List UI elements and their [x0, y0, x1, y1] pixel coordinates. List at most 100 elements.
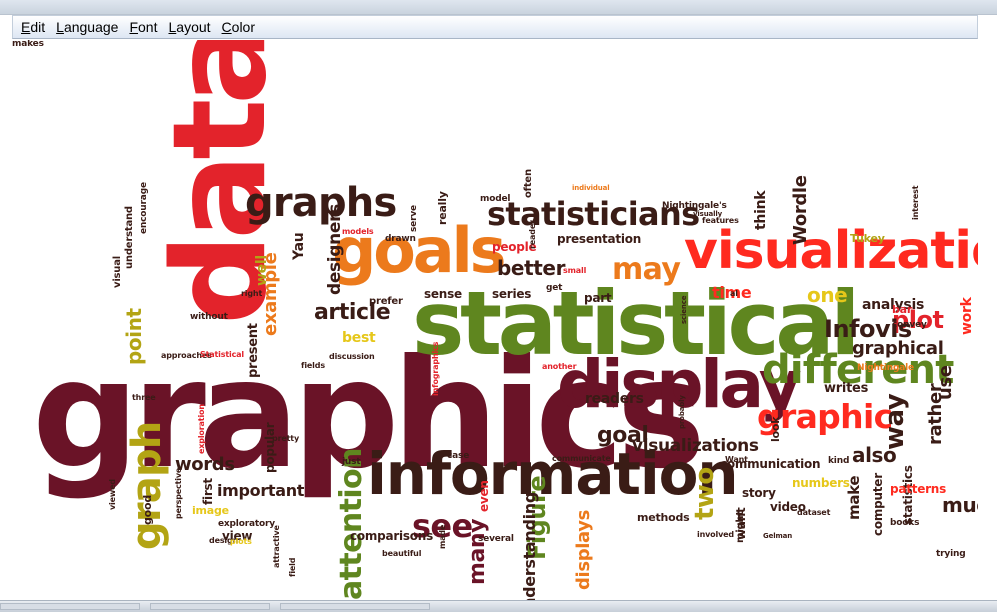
cloud-word: drawn: [385, 234, 416, 244]
cloud-word: Wordle: [790, 175, 811, 245]
cloud-word: statisticians: [487, 195, 700, 233]
cloud-word: attractive: [272, 525, 281, 568]
cloud-word: convey: [892, 320, 927, 330]
cloud-word: sense: [424, 287, 462, 301]
taskbar-segment: [150, 603, 270, 610]
cloud-word: good: [141, 495, 154, 525]
cloud-word: really: [436, 191, 449, 225]
cloud-word: Infovis: [824, 315, 912, 343]
cloud-word: better: [497, 256, 566, 280]
cloud-word: perspective: [174, 467, 183, 519]
cloud-word: numbers: [792, 476, 850, 490]
cloud-word: communication: [720, 457, 821, 471]
cloud-word: model: [480, 194, 511, 204]
cloud-word: prefer: [369, 296, 403, 307]
cloud-word: Gelman: [763, 532, 793, 540]
cloud-word: small: [563, 266, 587, 275]
cloud-word: writes: [824, 381, 869, 396]
cloud-word: first: [201, 478, 215, 505]
menu-color-mnemonic: C: [221, 19, 232, 35]
cloud-word: story: [742, 486, 776, 500]
cloud-word: probably: [678, 395, 686, 429]
cloud-word: computer: [871, 473, 885, 536]
menu-language[interactable]: Language: [56, 17, 118, 37]
window-frame-top: [0, 0, 997, 15]
cloud-word: graphics: [32, 328, 706, 502]
cloud-word: infographics: [431, 341, 440, 396]
window-frame-bottom: [0, 600, 997, 612]
cloud-word: work: [959, 297, 975, 335]
taskbar-segment: [0, 603, 140, 610]
cloud-word: patterns: [890, 482, 946, 496]
cloud-word: interest: [911, 185, 920, 220]
cloud-word: science: [680, 295, 688, 324]
cloud-word: books: [890, 518, 920, 528]
cloud-word: case: [447, 451, 470, 461]
cloud-word: think: [753, 190, 769, 230]
cloud-word: also: [852, 443, 897, 467]
menu-layout-mnemonic: L: [168, 19, 177, 35]
cloud-word: goals: [332, 214, 507, 287]
cloud-word: graphic: [757, 397, 893, 436]
cloud-word: graphs: [245, 180, 397, 226]
cloud-word: series: [492, 287, 532, 301]
cloud-word: way: [880, 393, 910, 450]
cloud-word: article: [314, 300, 391, 325]
cloud-word: just: [342, 457, 361, 467]
cloud-word: approaches: [161, 351, 212, 360]
cloud-word: time: [712, 283, 752, 302]
menu-color[interactable]: Color: [222, 17, 255, 37]
cloud-word: understanding: [520, 492, 539, 600]
menu-font-label: ont: [138, 19, 158, 35]
cloud-word: Statistical: [200, 350, 245, 359]
menu-edit[interactable]: Edit: [21, 17, 45, 37]
cloud-word: part: [584, 291, 612, 305]
menu-edit-label: dit: [30, 19, 46, 35]
menu-layout[interactable]: Layout: [168, 17, 210, 37]
cloud-word: Want: [725, 455, 748, 464]
cloud-word: individual: [572, 184, 610, 192]
cloud-word: involved: [697, 530, 734, 539]
cloud-word: different: [762, 347, 954, 393]
cloud-word: often: [523, 169, 534, 198]
cloud-word: people: [492, 240, 537, 254]
menu-font[interactable]: Font: [129, 17, 157, 37]
cloud-word: another: [542, 362, 577, 371]
cloud-word: serve: [409, 205, 419, 232]
cloud-word: may: [612, 252, 681, 287]
menu-color-label: olor: [231, 19, 256, 35]
cloud-word: even: [477, 480, 491, 512]
cloud-word: discussion: [329, 352, 375, 361]
cloud-word: display: [557, 346, 802, 423]
cloud-word: words: [175, 454, 235, 475]
cloud-word: graph: [124, 421, 170, 550]
cloud-word: exploratory: [218, 519, 275, 529]
cloud-word: important: [217, 481, 305, 500]
menu-bar: Edit Language Font Layout Color: [12, 15, 978, 39]
cloud-word: look: [769, 416, 782, 442]
menu-edit-mnemonic: E: [21, 19, 31, 35]
cloud-word: made: [438, 524, 447, 549]
cloud-word: reader: [528, 220, 537, 249]
cloud-word: fields: [301, 361, 325, 370]
cloud-word: beautiful: [382, 549, 422, 558]
cloud-word: well: [254, 255, 270, 286]
cloud-word: plots: [230, 537, 252, 546]
cloud-word: bar: [892, 303, 913, 316]
cloud-word: visualization: [684, 221, 978, 281]
cloud-word: many: [465, 518, 490, 585]
cloud-word: field: [288, 557, 297, 577]
cloud-word: displays: [573, 510, 594, 590]
cloud-word: attention: [334, 448, 369, 600]
cloud-word: several: [478, 534, 514, 544]
cloud-word: comparisons: [350, 529, 434, 543]
cloud-word: use: [935, 365, 956, 400]
cloud-word: best: [342, 330, 376, 346]
cloud-word: statistical: [412, 272, 860, 375]
cloud-word: models: [342, 227, 374, 236]
cloud-word: encourage: [139, 182, 149, 234]
cloud-word: popular: [263, 422, 277, 473]
cloud-word: visually: [693, 210, 723, 218]
menu-language-mnemonic: L: [56, 19, 64, 35]
cloud-word: trying: [936, 549, 966, 559]
